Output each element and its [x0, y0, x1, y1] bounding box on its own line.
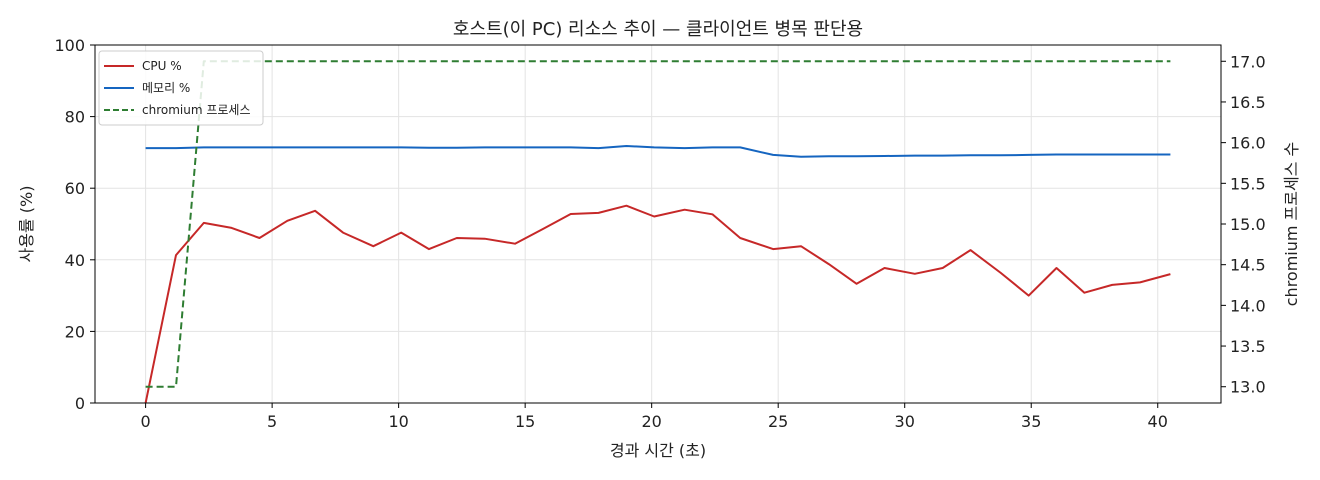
y2-tick-label: 15.0 [1230, 215, 1266, 234]
chart-title: 호스트(이 PC) 리소스 추이 — 클라이언트 병목 판단용 [453, 19, 863, 40]
x-tick-label: 5 [267, 412, 277, 431]
series-line-1 [145, 145, 1171, 158]
x-tick-label: 20 [641, 412, 661, 431]
x-tick-label: 15 [515, 412, 535, 431]
y-tick-label: 80 [65, 108, 85, 127]
y2-tick-label: 15.5 [1230, 174, 1266, 193]
series-layer [144, 60, 1171, 404]
y-tick-label: 20 [65, 322, 85, 341]
y2-tick-label: 16.0 [1230, 134, 1266, 153]
x-tick-label: 30 [895, 412, 915, 431]
y2-axis-ticks: 13.0 13.5 14.0 14.5 15.0 15.5 16.0 16.5 17.0 [1221, 52, 1266, 397]
chart-legend: CPU % 메모리 % chromium 프로세스 [98, 50, 264, 126]
x-tick-label: 10 [388, 412, 408, 431]
chart-grid [95, 44, 1221, 404]
y-tick-label: 40 [65, 251, 85, 270]
y-axis-ticks: 0 20 40 60 80 100 [54, 36, 95, 413]
series-line-0 [144, 204, 1171, 404]
legend-label: chromium 프로세스 [142, 103, 251, 117]
plot-frame [94, 44, 1222, 404]
legend-box [98, 50, 264, 126]
x-tick-label: 25 [768, 412, 788, 431]
x-axis-ticks: 0 5 10 15 20 25 30 35 40 [141, 403, 1168, 431]
x-tick-label: 40 [1148, 412, 1168, 431]
y2-tick-label: 17.0 [1230, 52, 1266, 71]
y2-axis-label: chromium 프로세스 수 [1282, 142, 1301, 306]
legend-label: 메모리 % [142, 81, 190, 95]
y-tick-label: 100 [54, 36, 85, 55]
y-tick-label: 0 [75, 394, 85, 413]
y2-tick-label: 13.0 [1230, 378, 1266, 397]
series-line-2 [145, 60, 1171, 388]
y-tick-label: 60 [65, 179, 85, 198]
y2-tick-label: 16.5 [1230, 93, 1266, 112]
x-tick-label: 0 [141, 412, 151, 431]
y2-tick-label: 13.5 [1230, 337, 1266, 356]
y-axis-label: 사용률 (%) [17, 186, 36, 263]
y2-tick-label: 14.0 [1230, 296, 1266, 315]
legend-label: CPU % [142, 59, 182, 73]
y2-tick-label: 14.5 [1230, 256, 1266, 275]
x-tick-label: 35 [1021, 412, 1041, 431]
x-axis-label: 경과 시간 (초) [610, 441, 706, 460]
